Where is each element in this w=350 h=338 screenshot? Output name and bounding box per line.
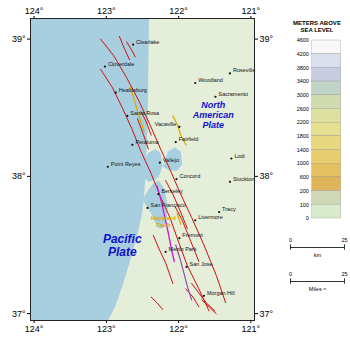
svg-text:3000: 3000 [297,92,309,98]
svg-text:2600: 2600 [297,106,309,112]
svg-text:4600: 4600 [297,38,309,44]
html-text:METERS ABOVE SEA LEVEL: METERS ABOVE SEA LEVEL [293,20,341,34]
svg-text:3400: 3400 [297,79,309,85]
svg-text:4200: 4200 [297,51,309,57]
svg-text:38°: 38° [12,171,26,181]
svg-text:Berkeley: Berkeley [161,188,183,194]
svg-text:0: 0 [289,272,292,278]
svg-text:Santa Rosa: Santa Rosa [130,110,160,116]
svg-text:121°: 121° [242,324,261,334]
svg-text:Lodi: Lodi [234,153,244,159]
svg-text:39°: 39° [260,34,274,44]
svg-text:PacificPlate: PacificPlate [103,232,142,260]
svg-text:37°: 37° [260,309,274,319]
svg-text:Menlo Park: Menlo Park [169,246,197,252]
svg-text:Vallejo: Vallejo [163,157,179,163]
svg-text:25: 25 [341,272,347,278]
svg-text:1000: 1000 [297,161,309,167]
svg-text:km: km [314,253,322,259]
svg-text:123°: 123° [97,324,116,334]
svg-text:Miles ≈: Miles ≈ [309,287,326,293]
svg-text:San Jose: San Jose [190,261,213,267]
svg-text:600: 600 [300,175,309,181]
svg-text:Woodland: Woodland [198,77,223,83]
svg-text:37°: 37° [12,309,26,319]
svg-text:Stockton: Stockton [233,176,254,182]
svg-text:Clearlake: Clearlake [136,39,159,45]
svg-text:HaywardFault: HaywardFault [151,215,176,228]
svg-text:3800: 3800 [297,65,309,71]
svg-text:38°: 38° [260,171,274,181]
svg-text:124°: 124° [25,324,44,334]
svg-text:Fairfield: Fairfield [179,136,199,142]
svg-text:121°: 121° [242,6,261,16]
svg-text:124°: 124° [25,6,44,16]
svg-text:Morgan Hill: Morgan Hill [207,290,235,296]
svg-text:San Francisco: San Francisco [151,202,186,208]
svg-text:Fremont: Fremont [182,232,203,238]
svg-text:100: 100 [300,202,309,208]
svg-text:Point Reyes: Point Reyes [111,161,141,167]
svg-text:200: 200 [300,188,309,194]
svg-text:Vacaville: Vacaville [155,121,177,127]
svg-text:1400: 1400 [297,147,309,153]
svg-text:25: 25 [341,238,347,244]
svg-text:Sacramento: Sacramento [218,91,248,97]
svg-text:1800: 1800 [297,133,309,139]
svg-text:122°: 122° [169,324,188,334]
svg-text:0: 0 [289,238,292,244]
svg-text:39°: 39° [12,34,26,44]
svg-text:Concord: Concord [179,173,200,179]
svg-text:Healdsburg: Healdsburg [119,87,147,93]
svg-text:Tracy: Tracy [222,206,236,212]
svg-text:2200: 2200 [297,120,309,126]
svg-text:Livermore: Livermore [198,214,222,220]
svg-text:Cloverdale: Cloverdale [108,61,134,67]
svg-text:122°: 122° [169,6,188,16]
svg-text:Roseville: Roseville [233,67,255,73]
svg-text:Petaluma: Petaluma [135,139,159,145]
svg-text:123°: 123° [97,6,116,16]
svg-text:0: 0 [306,216,309,222]
svg-text:NorthAmericanPlate: NorthAmericanPlate [192,100,235,131]
